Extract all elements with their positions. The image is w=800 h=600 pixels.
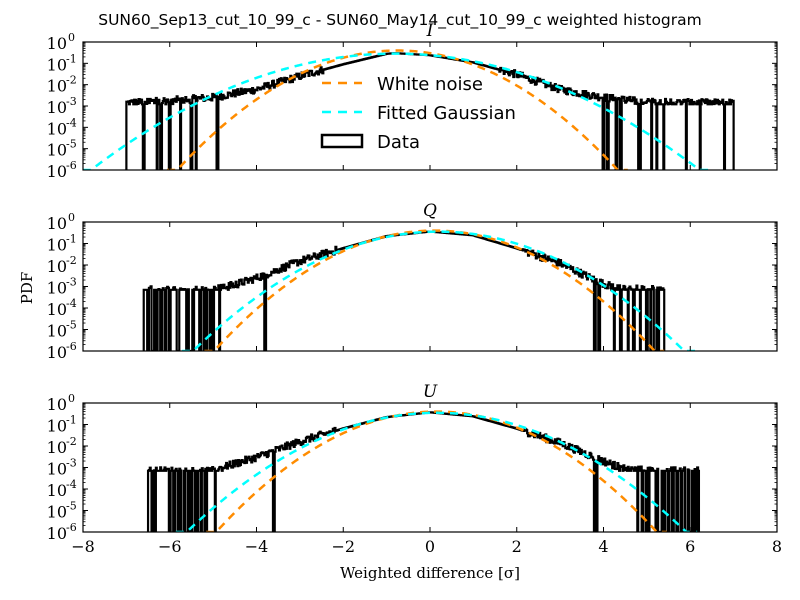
y-tick-exponent: -3 [66, 457, 77, 470]
y-tick-label: 10 [47, 119, 67, 138]
x-tick-label: −4 [245, 537, 269, 556]
y-tick-label: 10 [47, 417, 67, 436]
y-tick-exponent: -5 [66, 500, 77, 513]
y-tick-exponent: -2 [66, 74, 77, 87]
y-tick-label: 10 [47, 438, 67, 457]
white-noise-curve [167, 49, 628, 170]
y-tick-label: 10 [47, 34, 67, 53]
data-histogram [125, 52, 735, 170]
legend: White noise Fitted Gaussian Data [320, 74, 516, 153]
y-tick-label: 10 [47, 77, 67, 96]
y-tick-label: 10 [47, 343, 67, 362]
panel-title: U [423, 382, 438, 402]
panel-title: Q [423, 201, 437, 221]
legend-entry: White noise [322, 74, 483, 95]
y-tick-label: 10 [47, 279, 67, 298]
y-tick-label: 10 [47, 503, 67, 522]
y-tick-exponent: -4 [66, 116, 77, 129]
y-tick-label: 10 [47, 481, 67, 500]
y-tick-exponent: -3 [66, 276, 77, 289]
x-tick-label: 8 [772, 537, 782, 556]
x-tick-label: 0 [425, 537, 435, 556]
y-tick-label: 10 [47, 236, 67, 255]
y-tick-label: 10 [47, 162, 67, 181]
y-tick-exponent: -4 [66, 297, 77, 310]
y-tick-label: 10 [47, 141, 67, 160]
y-tick-exponent: -6 [66, 340, 77, 353]
legend-label: White noise [377, 74, 483, 95]
data-histogram [146, 411, 701, 532]
y-tick-exponent: 0 [68, 31, 75, 44]
x-tick-label: −6 [158, 537, 182, 556]
fitted-gaussian-curve [83, 52, 714, 170]
y-tick-exponent: -5 [66, 138, 77, 151]
legend-swatch-data [320, 133, 364, 149]
y-axis-label: PDF [18, 272, 36, 305]
fitted-gaussian-curve [175, 411, 698, 532]
y-tick-label: 10 [47, 214, 67, 233]
x-tick-label: −2 [331, 537, 355, 556]
legend-label: Fitted Gaussian [377, 103, 516, 124]
y-tick-exponent: -1 [66, 233, 77, 246]
y-tick-exponent: -2 [66, 435, 77, 448]
y-tick-label: 10 [47, 322, 67, 341]
y-tick-exponent: 0 [68, 392, 75, 405]
x-axis-label: Weighted difference [σ] [340, 564, 520, 582]
y-tick-label: 10 [47, 257, 67, 276]
y-tick-exponent: -5 [66, 319, 77, 332]
data-histogram [142, 230, 666, 351]
y-tick-exponent: -1 [66, 414, 77, 427]
y-tick-label: 10 [47, 55, 67, 74]
legend-entry: Fitted Gaussian [322, 103, 516, 124]
y-tick-label: 10 [47, 460, 67, 479]
panel-title: I [426, 21, 434, 41]
y-tick-label: 10 [47, 98, 67, 117]
y-tick-exponent: -6 [66, 159, 77, 172]
y-tick-label: 10 [47, 300, 67, 319]
y-tick-exponent: -6 [66, 521, 77, 534]
y-tick-label: 10 [47, 395, 67, 414]
y-tick-exponent: -3 [66, 95, 77, 108]
x-tick-label: −8 [71, 537, 95, 556]
x-tick-label: 2 [512, 537, 522, 556]
y-tick-exponent: -4 [66, 478, 77, 491]
figure-title: SUN60_Sep13_cut_10_99_c - SUN60_May14_cu… [98, 11, 702, 30]
y-tick-exponent: -2 [66, 254, 77, 267]
x-tick-label: 6 [685, 537, 695, 556]
y-tick-exponent: 0 [68, 211, 75, 224]
legend-label: Data [377, 132, 420, 153]
fitted-gaussian-curve [181, 230, 696, 351]
y-tick-label: 10 [47, 524, 67, 543]
y-tick-exponent: -1 [66, 52, 77, 65]
legend-entry: Data [320, 132, 420, 153]
x-tick-label: 4 [598, 537, 608, 556]
